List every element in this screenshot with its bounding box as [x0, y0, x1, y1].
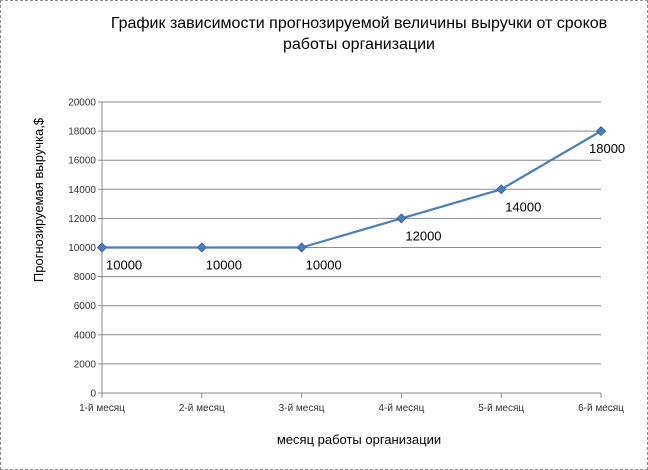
x-tick-label: 5-й месяц	[478, 403, 524, 414]
y-tick-label: 12000	[68, 214, 96, 225]
data-point	[396, 213, 407, 224]
data-point	[595, 126, 607, 137]
y-tick-label: 14000	[68, 185, 96, 196]
x-axis-label: месяц работы организации	[277, 432, 441, 447]
y-tick-label: 20000	[68, 98, 96, 109]
y-tick-label: 0	[90, 389, 96, 400]
y-tick-label: 10000	[68, 243, 96, 254]
y-tick-label: 6000	[74, 301, 97, 312]
y-tick-label: 2000	[74, 359, 97, 370]
x-tick-label: 3-й месяц	[279, 403, 325, 414]
y-tick-label: 8000	[74, 272, 97, 283]
y-tick-label: 16000	[68, 156, 96, 167]
x-tick-label: 4-й месяц	[378, 403, 424, 414]
data-point	[296, 242, 307, 253]
data-point	[96, 242, 108, 253]
x-tick-label: 2-й месяц	[179, 403, 225, 414]
data-point	[496, 184, 507, 195]
chart-title-line-1: График зависимости прогнозируемой величи…	[111, 15, 607, 32]
x-tick-label: 6-й месяц	[578, 403, 624, 414]
chart-title-line-2: работы организации	[283, 36, 435, 53]
data-label: 18000	[589, 141, 625, 156]
data-label: 12000	[405, 228, 441, 243]
data-label: 10000	[206, 258, 242, 273]
y-tick-label: 18000	[68, 127, 96, 138]
y-axis-label: Прогнозируемая выручка,$	[31, 117, 46, 282]
data-label: 10000	[306, 258, 342, 273]
y-tick-label: 4000	[74, 330, 97, 341]
data-label: 14000	[505, 199, 541, 214]
data-label: 10000	[106, 258, 142, 273]
x-tick-label: 1-й месяц	[79, 403, 125, 414]
data-point	[196, 242, 207, 253]
series-line	[102, 130, 602, 249]
